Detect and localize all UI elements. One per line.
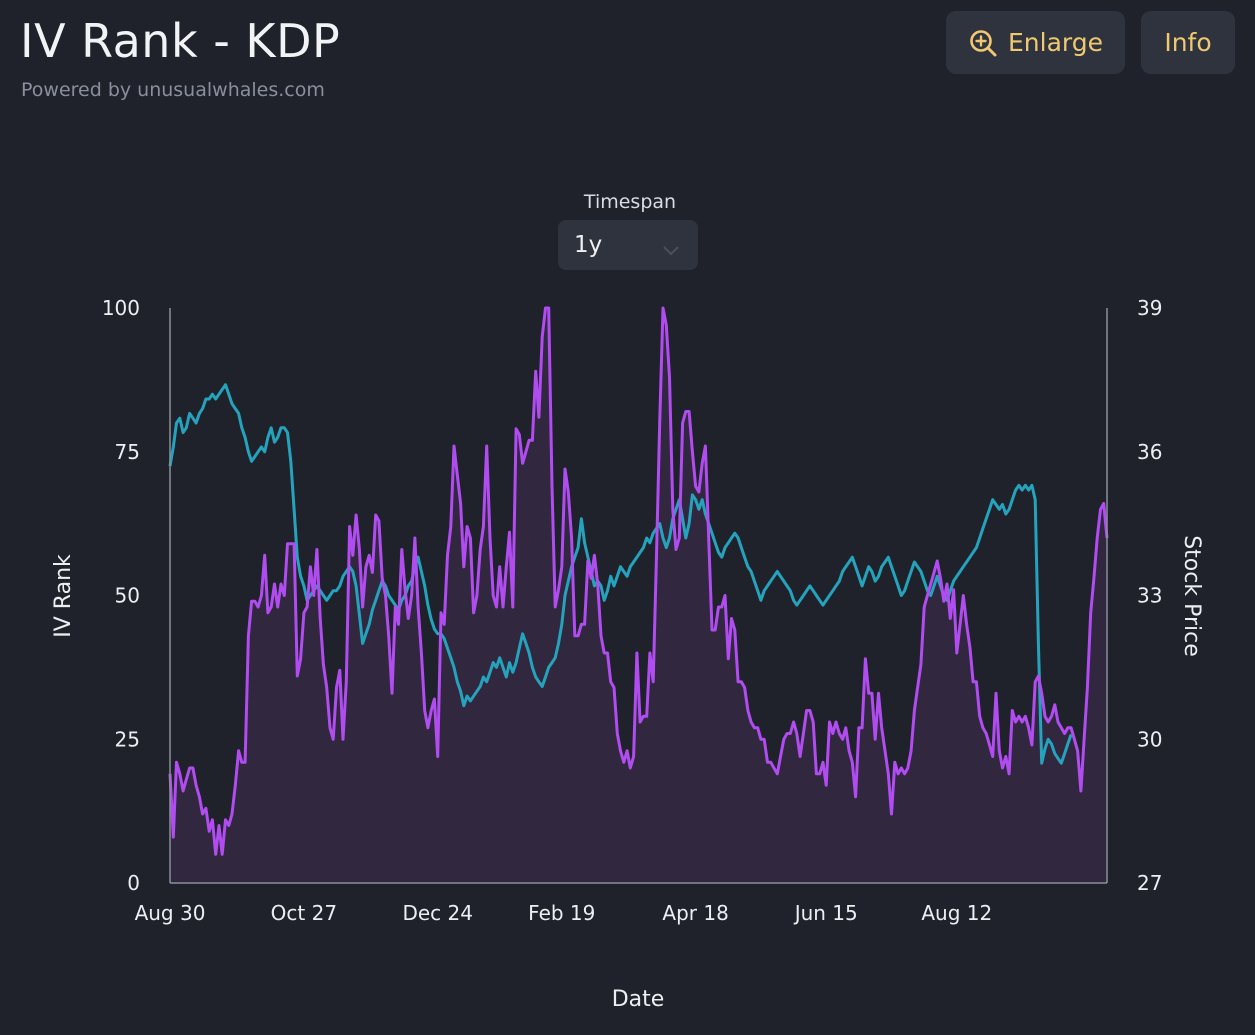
x-tick-label: Feb 19 — [528, 901, 595, 925]
y-tick-label: 0 — [127, 871, 140, 895]
enlarge-button-label: Enlarge — [1008, 28, 1103, 57]
iv-rank-line — [168, 306, 1109, 856]
x-tick-label: Aug 12 — [921, 901, 992, 925]
y2-tick-label: 33 — [1137, 584, 1162, 608]
iv-rank-area — [170, 308, 1107, 883]
timespan-value: 1y — [574, 232, 603, 258]
enlarge-button[interactable]: Enlarge — [946, 11, 1125, 74]
x-tick-label: Apr 18 — [662, 901, 728, 925]
y-axis-title: IV Rank — [51, 554, 76, 638]
x-tick-label: Dec 24 — [402, 901, 473, 925]
y2-axis-title: Stock Price — [1179, 535, 1204, 657]
powered-by-text: Powered by unusualwhales.com — [21, 79, 325, 101]
y-tick-label: 100 — [102, 296, 140, 320]
y-tick-label: 50 — [115, 584, 140, 608]
timespan-label: Timespan — [583, 191, 677, 213]
x-tick-label: Oct 27 — [271, 901, 337, 925]
info-button[interactable]: Info — [1141, 11, 1235, 74]
y2-tick-label: 39 — [1137, 296, 1162, 320]
page-title: IV Rank - KDP — [20, 14, 341, 68]
timespan-select[interactable]: 1y — [558, 220, 698, 270]
y2-tick-label: 27 — [1137, 871, 1162, 895]
info-button-label: Info — [1164, 28, 1212, 57]
zoom-in-icon — [968, 28, 998, 58]
y2-tick-label: 30 — [1137, 727, 1162, 751]
y2-tick-label: 36 — [1137, 440, 1162, 464]
y-tick-label: 75 — [115, 440, 140, 464]
x-tick-label: Aug 30 — [135, 901, 206, 925]
y-tick-label: 25 — [115, 727, 140, 751]
x-axis-title: Date — [612, 987, 665, 1012]
x-tick-label: Jun 15 — [793, 901, 858, 925]
chevron-down-icon — [662, 237, 680, 263]
